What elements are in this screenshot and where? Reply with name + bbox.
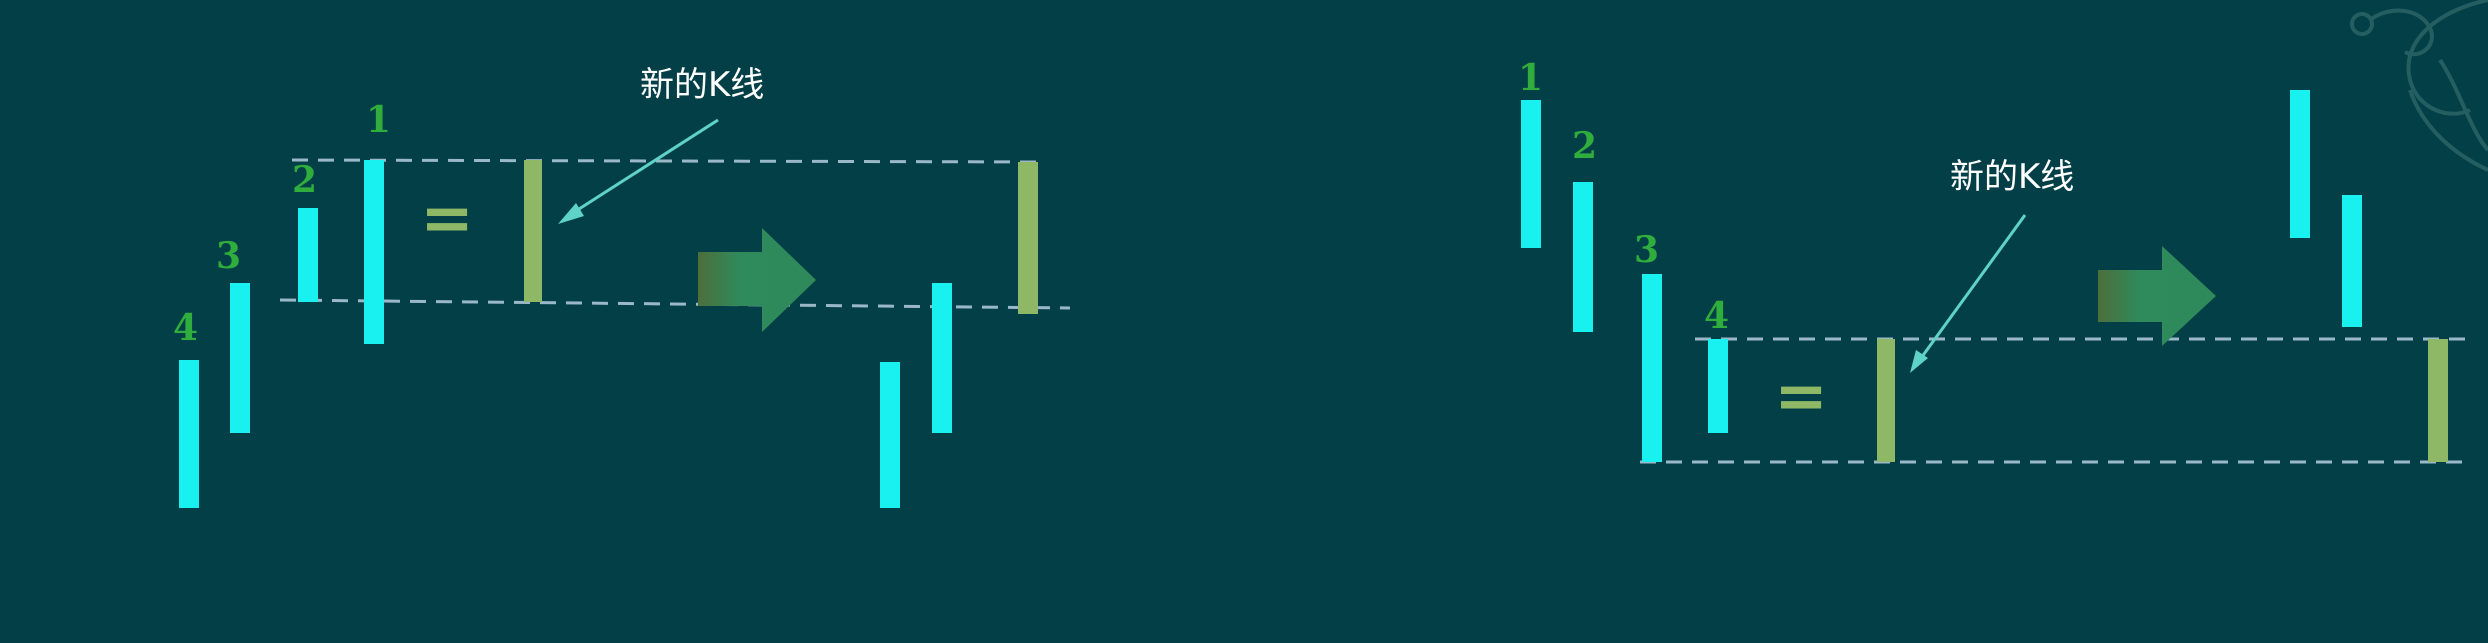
left-callout-pointer <box>564 118 719 220</box>
left-k-line-1 <box>364 160 384 344</box>
right-equals-sign: = <box>1774 360 1828 434</box>
left-label-2: 2 <box>292 159 317 201</box>
right-callout-pointer <box>1914 214 2027 366</box>
right-label-3: 3 <box>1634 229 1659 271</box>
left-result-k-line-down <box>880 362 900 508</box>
left-result-k-line-up <box>932 283 952 433</box>
left-label-1: 1 <box>366 99 391 141</box>
right-new-k-line <box>1877 339 1895 462</box>
left-panel: 4 3 2 1 = 新的K线 <box>173 65 1071 508</box>
right-label-2: 2 <box>1572 125 1597 167</box>
right-panel: 1 2 3 4 = 新的K线 <box>1518 57 2470 464</box>
left-k-line-3 <box>230 283 250 433</box>
right-label-4: 4 <box>1704 295 1729 337</box>
left-new-k-line <box>524 160 542 302</box>
left-transition-arrow <box>698 228 816 332</box>
left-equals-sign: = <box>420 182 474 256</box>
right-callout-text: 新的K线 <box>1950 157 2074 197</box>
left-k-line-2 <box>298 208 318 302</box>
right-transition-arrow <box>2098 246 2216 346</box>
right-result-merged-k-line <box>2428 339 2448 462</box>
right-k-line-3 <box>1642 274 1662 462</box>
left-upper-dashed-line <box>291 158 1041 164</box>
corner-ornament-icon <box>2350 0 2488 172</box>
left-callout-arrowhead <box>558 203 584 224</box>
right-k-line-4 <box>1708 339 1728 433</box>
right-result-k-line-2 <box>2342 195 2362 327</box>
left-label-4: 4 <box>173 307 198 349</box>
right-k-line-2 <box>1573 182 1593 332</box>
left-k-line-4 <box>179 360 199 508</box>
right-result-k-line-1 <box>2290 90 2310 238</box>
right-k-line-1 <box>1521 100 1541 248</box>
right-callout-arrowhead <box>1910 350 1928 373</box>
left-result-merged-k-line <box>1018 162 1038 314</box>
right-label-1: 1 <box>1518 57 1543 99</box>
left-label-3: 3 <box>216 235 241 277</box>
left-callout-text: 新的K线 <box>640 65 764 105</box>
